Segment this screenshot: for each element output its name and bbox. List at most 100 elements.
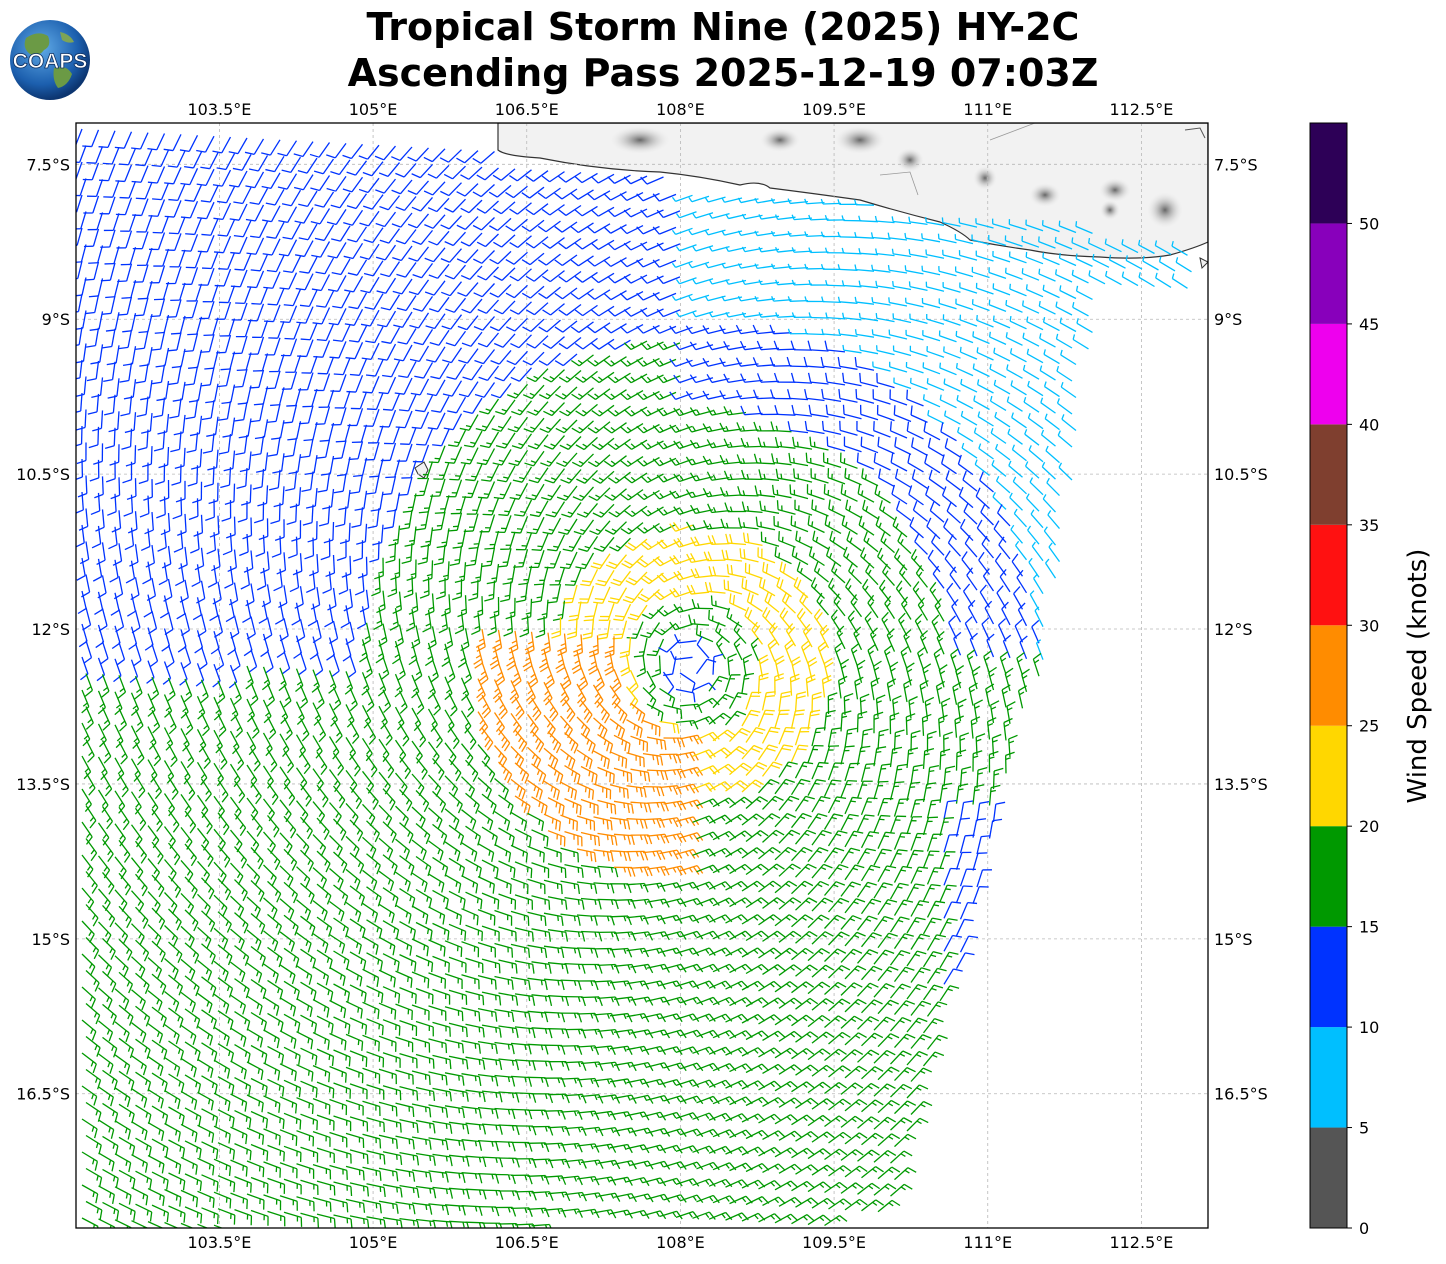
wind-barb	[675, 277, 697, 285]
wind-barb	[294, 174, 314, 191]
wind-barb	[1005, 267, 1023, 280]
wind-barb	[376, 277, 397, 294]
wind-barb	[168, 216, 186, 235]
wind-barb	[407, 213, 429, 229]
wind-barb	[99, 196, 116, 215]
wind-barb	[344, 275, 364, 293]
wind-barb	[603, 257, 627, 267]
wind-barb	[975, 218, 994, 229]
wind-barb	[424, 280, 446, 296]
wind-barb	[472, 217, 495, 231]
wind-barb	[787, 198, 809, 205]
wind-barb	[656, 209, 681, 219]
wind-barb	[988, 299, 1007, 313]
wind-barb	[1088, 237, 1106, 252]
wind-barb	[363, 260, 384, 277]
wind-barb	[675, 211, 697, 219]
wind-barb	[1071, 237, 1089, 251]
wind-barb	[590, 239, 615, 250]
wind-barb	[277, 140, 298, 157]
wind-barb	[821, 296, 842, 304]
wind-barb	[105, 279, 120, 299]
wind-barb	[392, 278, 413, 295]
wind-barb	[538, 286, 561, 299]
wind-barb	[938, 266, 957, 277]
wind-barb	[554, 254, 578, 266]
wind-barb	[554, 287, 578, 300]
wind-barb	[1075, 285, 1093, 300]
wind-barb	[98, 130, 116, 149]
wind-barb	[854, 199, 875, 206]
wind-barb	[640, 308, 664, 318]
colorbar-tick-label: 20	[1359, 817, 1379, 836]
wind-barb	[509, 301, 532, 315]
wind-barb	[135, 181, 153, 200]
wind-barb	[184, 151, 203, 169]
wind-barb	[120, 247, 137, 266]
wind-barb	[688, 228, 710, 236]
wind-barb	[230, 269, 248, 288]
wind-barb	[570, 222, 594, 234]
wind-barb	[820, 263, 842, 271]
colorbar-tick-label: 50	[1359, 214, 1379, 233]
wind-barb	[525, 269, 549, 282]
wind-barb	[505, 251, 528, 265]
wind-barb	[574, 205, 598, 217]
wind-barb	[971, 299, 990, 312]
land-java	[497, 123, 1208, 270]
wind-barb	[875, 280, 895, 290]
colorbar-bin	[1310, 625, 1347, 726]
wind-barb	[1042, 284, 1060, 299]
wind-barb	[488, 184, 512, 198]
wind-barb	[408, 246, 430, 262]
wind-barb	[180, 201, 199, 219]
wind-barb	[871, 297, 891, 306]
lat-tick-label: 15°S	[1214, 930, 1253, 949]
lat-ticks-right: 7.5°S 9°S 10.5°S 12°S 13.5°S 15°S 16.5°S	[1214, 155, 1268, 1103]
wind-barb	[278, 239, 298, 257]
lon-tick-label: 109.5°E	[802, 100, 866, 119]
wind-barb	[537, 220, 561, 233]
lon-tick-label: 105°E	[349, 100, 398, 119]
wind-barb	[824, 247, 846, 254]
wind-barb	[1025, 251, 1044, 265]
wind-barb	[586, 256, 611, 267]
wind-barb	[104, 246, 120, 265]
wind-barb	[343, 209, 364, 226]
wind-barb	[153, 281, 170, 301]
wind-barb	[444, 264, 466, 280]
wind-barb	[202, 251, 219, 270]
wind-barb	[570, 189, 594, 200]
wind-barb	[299, 289, 318, 308]
wind-barb	[76, 145, 87, 163]
wind-barb	[1154, 240, 1172, 255]
lon-ticks-bottom: 103.5°E 105°E 106.5°E 108°E 109.5°E 111°E 112.…	[187, 1233, 1173, 1252]
wind-barb	[212, 136, 232, 154]
wind-barb	[558, 237, 582, 250]
wind-barb	[1058, 252, 1077, 267]
colorbar-tick-label: 25	[1359, 717, 1379, 736]
wind-barb	[331, 258, 351, 276]
wind-barb	[277, 173, 298, 190]
lat-tick-label: 7.5°S	[1214, 155, 1258, 174]
wind-barb	[76, 244, 87, 263]
wind-barb	[1175, 257, 1192, 273]
lon-tick-label: 108°E	[656, 100, 705, 119]
wind-barb	[1055, 301, 1073, 316]
wind-barb	[854, 264, 875, 272]
wind-barb	[871, 264, 891, 273]
wind-barb	[163, 134, 182, 152]
wind-barb	[477, 266, 499, 281]
lat-tick-label: 7.5°S	[26, 155, 70, 174]
colorbar-bin	[1310, 424, 1347, 525]
wind-barb	[196, 168, 215, 187]
wind-barb	[652, 226, 677, 235]
wind-barb	[326, 209, 347, 226]
wind-barb	[1171, 273, 1188, 289]
wind-barb	[217, 186, 236, 204]
wind-barb	[688, 294, 710, 302]
wind-barb	[228, 137, 248, 155]
wind-barb	[623, 307, 648, 317]
wind-barb	[412, 229, 434, 245]
wind-barb	[525, 203, 549, 216]
